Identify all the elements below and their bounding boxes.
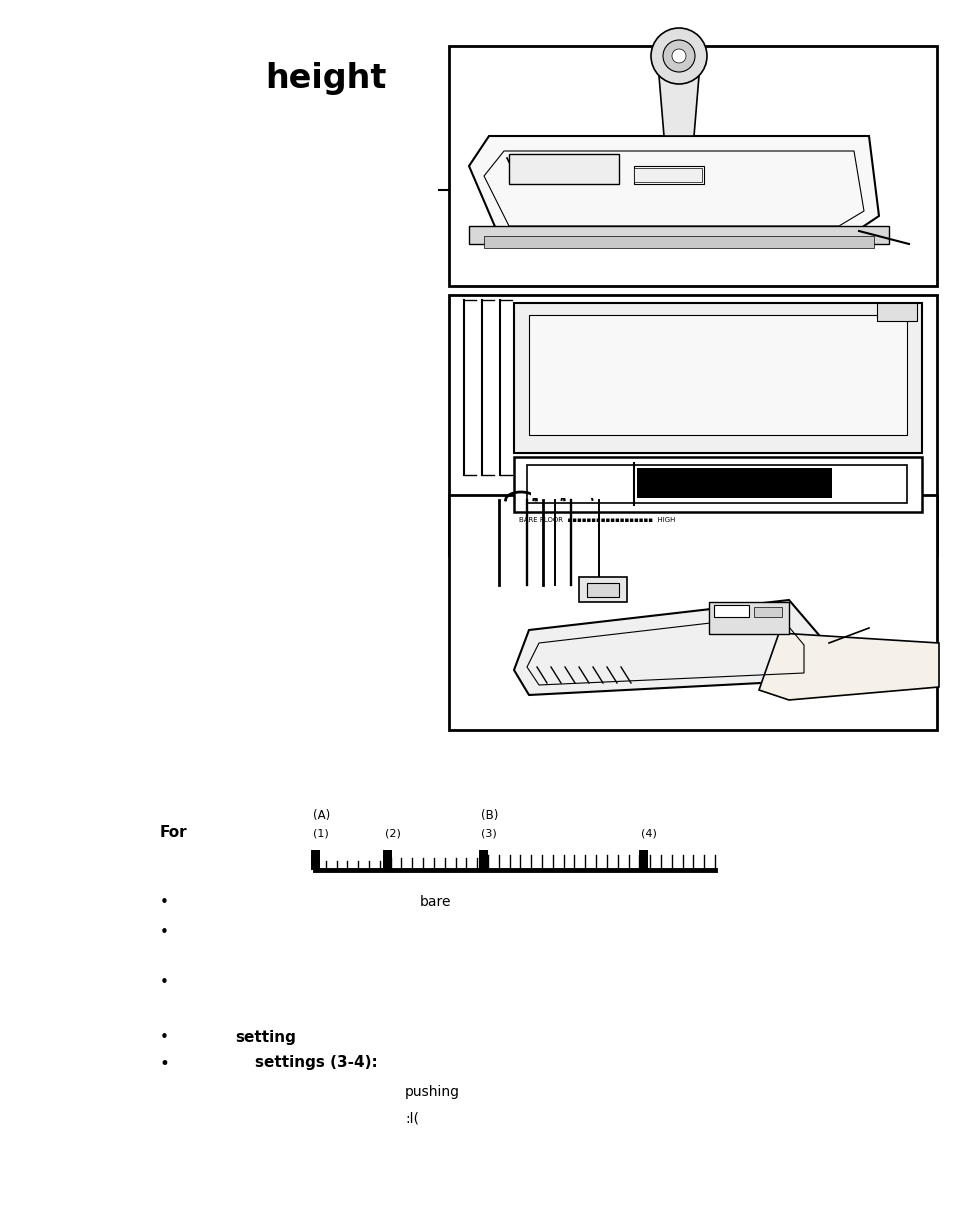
- Text: settings (3-4):: settings (3-4):: [254, 1055, 377, 1070]
- Circle shape: [671, 49, 685, 64]
- Text: (B): (B): [480, 808, 497, 822]
- Circle shape: [662, 40, 695, 72]
- Bar: [526, 465, 906, 503]
- Text: •: •: [160, 975, 169, 989]
- Bar: [708, 602, 788, 634]
- Bar: [876, 303, 916, 320]
- Bar: [753, 607, 781, 616]
- Polygon shape: [759, 634, 938, 700]
- Text: bare: bare: [419, 895, 451, 909]
- Polygon shape: [514, 600, 818, 695]
- Text: :l(: :l(: [405, 1112, 418, 1126]
- Bar: [311, 850, 319, 870]
- Bar: [449, 295, 936, 555]
- Bar: [483, 236, 873, 248]
- Text: For: For: [160, 826, 188, 840]
- Text: (4): (4): [640, 828, 657, 838]
- Text: (2): (2): [385, 828, 400, 838]
- Bar: [449, 46, 936, 286]
- Bar: [634, 166, 703, 183]
- Text: BARE FLOOR  ▪▪▪▪▪▪▪▪▪▪▪▪▪▪▪▪▪▪  HIGH: BARE FLOOR ▪▪▪▪▪▪▪▪▪▪▪▪▪▪▪▪▪▪ HIGH: [518, 517, 675, 523]
- Text: •: •: [160, 1030, 169, 1044]
- Bar: [531, 468, 630, 498]
- Bar: [637, 468, 831, 498]
- Bar: [586, 583, 618, 597]
- Text: height: height: [265, 62, 386, 95]
- Bar: [509, 154, 618, 183]
- Bar: [578, 577, 626, 602]
- Polygon shape: [469, 136, 878, 236]
- Text: •: •: [160, 895, 169, 910]
- Bar: [478, 850, 488, 870]
- Text: (A): (A): [313, 808, 330, 822]
- Polygon shape: [659, 76, 699, 136]
- Bar: [634, 168, 701, 182]
- Bar: [529, 316, 906, 435]
- Bar: [713, 605, 748, 616]
- Text: (3): (3): [480, 828, 497, 838]
- Bar: [514, 303, 921, 453]
- Circle shape: [650, 28, 706, 84]
- Bar: [639, 850, 647, 870]
- Bar: [514, 457, 921, 512]
- Text: •: •: [160, 1055, 170, 1073]
- Text: •: •: [160, 925, 169, 940]
- Text: setting: setting: [234, 1030, 295, 1044]
- Bar: [469, 226, 888, 245]
- Bar: [382, 850, 392, 870]
- Text: (1): (1): [313, 828, 329, 838]
- Bar: [449, 495, 936, 730]
- Text: pushing: pushing: [405, 1085, 459, 1099]
